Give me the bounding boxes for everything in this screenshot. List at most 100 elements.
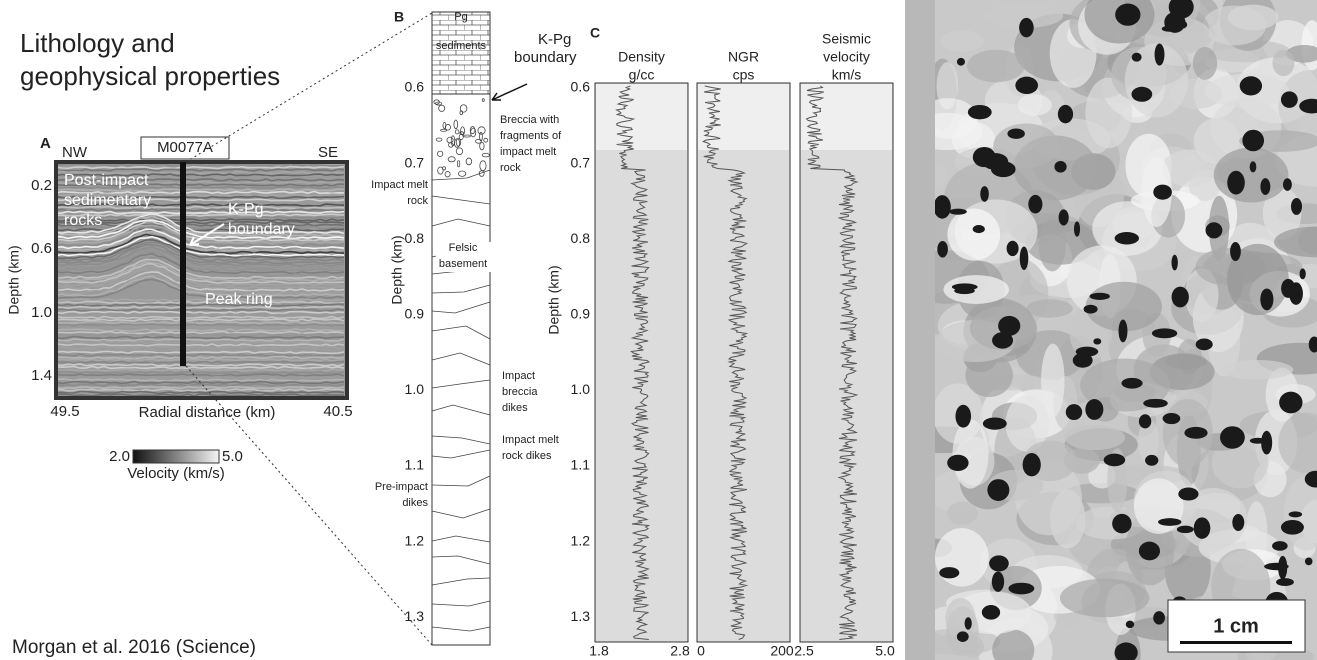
photo-edge xyxy=(905,0,937,660)
dark-mineral xyxy=(1177,526,1194,533)
unit-label: impact melt xyxy=(500,146,556,158)
dark-mineral xyxy=(949,209,967,215)
y-tick-label: 0.6 xyxy=(405,79,425,95)
panel-label: C xyxy=(590,25,600,41)
y-tick-label: 1.4 xyxy=(31,367,52,384)
dark-mineral xyxy=(1019,18,1034,37)
y-tick-label: 1.1 xyxy=(571,457,591,473)
dark-mineral xyxy=(1104,454,1126,467)
dark-mineral xyxy=(1178,21,1187,29)
dark-mineral xyxy=(989,555,1009,571)
dark-mineral xyxy=(1250,438,1266,444)
dark-mineral xyxy=(1194,517,1211,539)
dark-mineral xyxy=(1155,44,1165,66)
core-column xyxy=(432,12,490,645)
x-axis-label: Radial distance (km) xyxy=(139,404,276,421)
dark-mineral xyxy=(1145,455,1158,466)
dark-mineral xyxy=(957,58,965,66)
dark-mineral xyxy=(1084,305,1098,314)
grain xyxy=(935,528,989,586)
scale-bar xyxy=(1180,641,1292,644)
y-tick-label: 1.0 xyxy=(31,304,52,321)
dark-mineral xyxy=(1305,557,1313,565)
dark-mineral xyxy=(1112,514,1131,533)
dark-mineral xyxy=(1085,399,1103,420)
scale-label: 1 cm xyxy=(1213,615,1259,637)
dark-mineral xyxy=(1291,198,1302,215)
dark-mineral xyxy=(1015,77,1038,94)
y-tick-label: 1.2 xyxy=(571,532,591,548)
y-tick-label: 0.6 xyxy=(31,240,52,257)
dark-mineral xyxy=(1028,195,1042,214)
dark-mineral xyxy=(954,287,975,294)
well-label: M0077A xyxy=(157,139,213,156)
grain xyxy=(1064,425,1125,450)
unit-label: K-Pg xyxy=(538,31,571,48)
dark-mineral xyxy=(1139,542,1160,561)
y-tick-label: 0.7 xyxy=(405,154,425,170)
panel-c: C Depth (km) 0.60.70.80.91.01.11.21.3Den… xyxy=(546,25,895,659)
dark-mineral xyxy=(957,631,969,642)
dark-mineral xyxy=(1250,161,1257,172)
dark-mineral xyxy=(1242,130,1264,152)
dark-mineral xyxy=(1074,221,1080,236)
dark-mineral xyxy=(1171,255,1177,271)
track-bg xyxy=(697,83,790,642)
dark-mineral xyxy=(1153,611,1165,624)
dark-mineral xyxy=(965,617,972,629)
grain xyxy=(967,50,1025,83)
track-title: g/cc xyxy=(629,67,655,83)
dark-mineral xyxy=(1260,288,1273,310)
annotation: rocks xyxy=(64,212,102,229)
dark-mineral xyxy=(1162,26,1176,32)
dark-mineral xyxy=(955,405,971,428)
pg-sediments xyxy=(432,12,490,94)
track-title: NGR xyxy=(728,49,759,65)
dark-mineral xyxy=(1232,514,1244,531)
dark-mineral xyxy=(1281,279,1295,298)
track-bg-top xyxy=(596,84,687,150)
dark-mineral xyxy=(973,147,996,167)
title-line: geophysical properties xyxy=(20,61,280,91)
grain xyxy=(1060,579,1150,618)
dark-mineral xyxy=(934,195,951,219)
grain xyxy=(940,30,984,52)
unit-label: Felsic xyxy=(449,242,478,254)
arrow xyxy=(492,84,527,100)
direction: NW xyxy=(62,144,88,161)
dark-mineral xyxy=(1054,161,1066,173)
y-tick-label: 1.3 xyxy=(571,608,591,624)
dark-mineral xyxy=(980,186,989,202)
grain xyxy=(1214,148,1289,203)
dark-mineral xyxy=(1230,242,1241,261)
dark-mineral xyxy=(1152,328,1177,338)
dark-mineral xyxy=(1093,338,1101,344)
dark-mineral xyxy=(973,225,985,233)
y-tick-label: 1.3 xyxy=(405,608,425,624)
unit-label: breccia xyxy=(502,386,538,398)
dark-mineral xyxy=(1126,621,1134,629)
grain xyxy=(1041,344,1065,418)
unit-label: rock xyxy=(407,195,428,207)
track-title: km/s xyxy=(832,67,862,83)
grain xyxy=(1039,218,1066,271)
y-tick-label: 1.2 xyxy=(405,532,425,548)
unit-label: dikes xyxy=(402,497,428,509)
grain xyxy=(947,208,1000,260)
unit-label: Impact melt xyxy=(371,179,428,191)
panel-a: A NW SE M0077A 0.2 0.6 1.0 1.4 Depth (km… xyxy=(6,135,353,482)
panel-label: B xyxy=(394,9,404,25)
track-title: Density xyxy=(618,49,665,65)
figure: Lithology and geophysical properties Mor… xyxy=(0,0,1317,660)
title-line: Lithology and xyxy=(20,28,175,58)
x-tick-label: 40.5 xyxy=(323,403,352,420)
y-tick-label: 0.8 xyxy=(571,230,591,246)
unit-label: Pg xyxy=(454,11,467,23)
annotation: boundary xyxy=(228,221,295,238)
dark-mineral xyxy=(1073,353,1093,368)
unit-label: basement xyxy=(439,258,487,270)
dark-mineral xyxy=(939,567,959,578)
colorbar-max: 5.0 xyxy=(222,448,243,465)
grain xyxy=(947,501,978,524)
dark-mineral xyxy=(1020,246,1029,270)
